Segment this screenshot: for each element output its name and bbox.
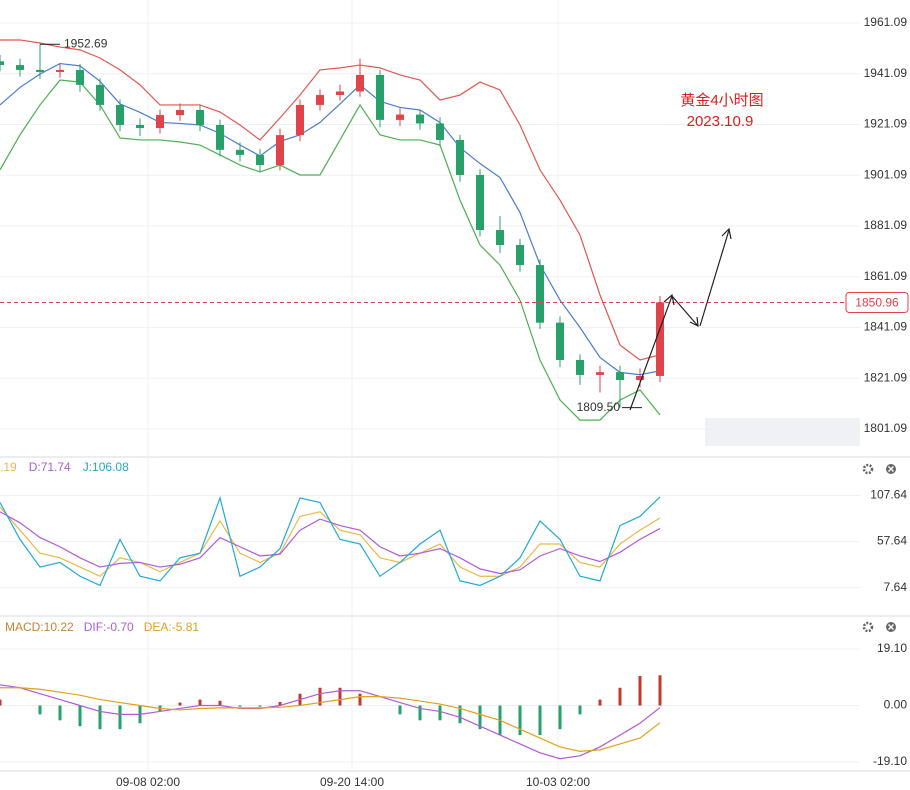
candle-body [596,372,604,375]
indicator-line [0,687,661,752]
indicator-line [0,62,661,376]
candle-body [516,245,524,266]
candle-body [356,74,364,92]
x-tick-label: 09-08 02:00 [116,775,180,789]
candle-body [296,104,304,136]
y-tick-label: 107.64 [870,488,907,502]
candle-body [636,375,644,381]
hand-drawn-arrows [629,227,732,411]
y-tick-label: 57.64 [877,534,907,548]
candle-body [36,69,44,72]
candle-body [116,104,124,125]
candle-body [616,372,624,381]
y-tick-label: 7.64 [884,580,908,594]
y-tick-label: 1961.09 [864,15,908,29]
candle-body [176,110,184,116]
legend-label: .19 [0,460,17,474]
candle-body [496,230,504,246]
candle-body [536,265,544,323]
candle-body [236,149,244,155]
candle-body [416,114,424,124]
close-icon[interactable] [886,464,896,474]
price-tag-label: 1850.96 [855,296,899,310]
y-tick-label: 1941.09 [864,66,908,80]
candle-body [656,302,664,376]
y-tick-label: 1841.09 [864,320,908,334]
candle-body [556,322,564,360]
candle-body [216,124,224,150]
settings-icon[interactable] [862,463,874,475]
y-tick-label: 1881.09 [864,218,908,232]
candle-body [476,174,484,231]
candle-body [316,95,324,105]
candle-body [376,74,384,120]
y-tick-label: 1821.09 [864,370,908,384]
candle-body [576,359,584,375]
settings-icon[interactable] [862,621,874,633]
indicator-line [0,79,661,421]
price-tag [845,291,909,313]
annotation-date: 2023.10.9 [687,113,754,130]
candle-body [256,154,264,166]
candle-body [396,114,404,120]
candle-body [436,123,444,140]
x-tick-label: 10-03 02:00 [526,775,590,789]
indicator-line [0,684,661,760]
candle-body [136,124,144,129]
legend-label: DEA:-5.81 [144,620,200,634]
legend-label: J:106.08 [83,460,129,474]
candle-body [56,69,64,72]
y-tick-label: 1901.09 [864,167,908,181]
y-tick-label: 1801.09 [864,421,908,435]
candle-body [76,69,84,85]
legend-label: MACD:10.22 [5,620,74,634]
indicator-line [0,39,661,361]
indicator-line [0,511,661,575]
annotation-title: 黄金4小时图 [680,92,763,109]
high-label: 1952.69 [64,36,108,50]
y-tick-label: 1861.09 [864,269,908,283]
legend-label: D:71.74 [29,460,71,474]
x-tick-label: 09-20 14:00 [320,775,384,789]
candle-body [16,65,24,70]
y-tick-label: 19.10 [877,641,907,655]
y-tick-label: -19.10 [873,754,907,768]
indicator-line [0,495,661,587]
blurred-area [705,418,860,446]
candle-body [456,139,464,175]
y-tick-label: 0.00 [884,698,908,712]
candle-body [0,61,4,66]
candle-body [196,110,204,125]
y-tick-label: 1921.09 [864,117,908,131]
candle-body [96,84,104,105]
candle-body [276,135,284,166]
candle-body [156,115,164,129]
candle-body [336,91,344,96]
close-icon[interactable] [886,622,896,632]
legend-label: DIF:-0.70 [84,620,134,634]
low-label: 1809.50 [577,400,621,414]
